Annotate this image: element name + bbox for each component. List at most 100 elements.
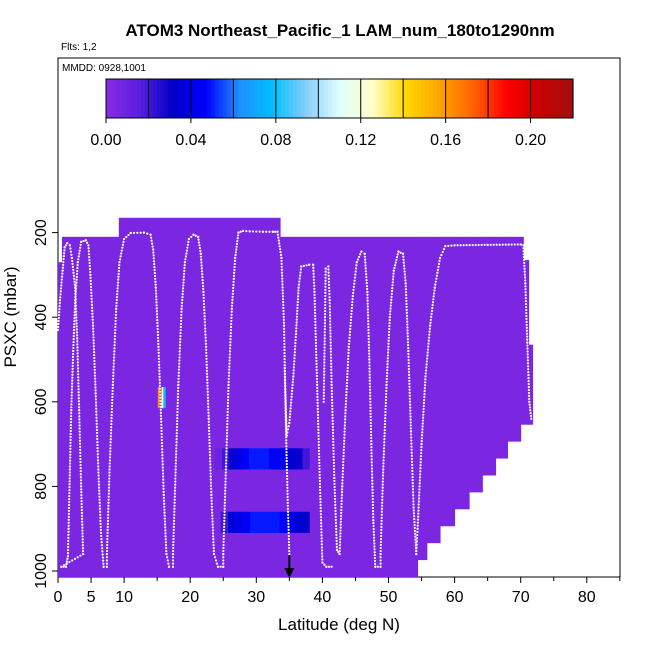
track-point xyxy=(173,510,176,513)
track-point xyxy=(527,371,530,374)
track-point xyxy=(283,358,286,361)
track-point xyxy=(281,274,284,277)
track-point xyxy=(164,526,167,529)
track-point xyxy=(223,510,226,513)
track-point xyxy=(286,483,289,487)
track-point xyxy=(71,376,74,379)
coverage-cell xyxy=(58,262,63,577)
track-point xyxy=(205,372,209,375)
colorbar-cell xyxy=(300,79,306,118)
track-point xyxy=(316,395,319,398)
track-point xyxy=(368,355,371,358)
track-point xyxy=(387,336,390,339)
track-point xyxy=(349,324,352,328)
track-point xyxy=(61,266,64,269)
track-point xyxy=(229,341,232,344)
track-point xyxy=(96,440,99,444)
track-point xyxy=(285,468,289,472)
track-point xyxy=(109,453,112,456)
track-point xyxy=(409,409,412,412)
track-point xyxy=(111,386,114,390)
track-point xyxy=(293,354,296,357)
track-point xyxy=(384,410,387,414)
track-point xyxy=(308,263,311,266)
track-point xyxy=(157,348,160,351)
track-point xyxy=(334,515,337,518)
track-point xyxy=(206,399,210,402)
track-point xyxy=(98,501,101,504)
track-point xyxy=(333,479,336,483)
track-point xyxy=(179,325,182,329)
track-point xyxy=(79,454,82,458)
track-point xyxy=(200,258,203,261)
track-point xyxy=(324,288,327,291)
track-point xyxy=(410,436,413,439)
track-point xyxy=(528,397,531,400)
track-point xyxy=(75,284,78,287)
track-point xyxy=(89,279,92,282)
track-point xyxy=(382,456,385,459)
track-point xyxy=(224,480,227,483)
track-point xyxy=(456,244,459,247)
colorbar-cell xyxy=(432,79,438,118)
track-point xyxy=(330,565,333,568)
x-tick-label: 20 xyxy=(181,589,199,606)
track-point xyxy=(527,391,531,395)
track-point xyxy=(370,455,373,458)
track-point xyxy=(285,465,288,469)
track-point xyxy=(204,336,207,339)
track-point xyxy=(230,307,233,310)
track-point xyxy=(197,241,201,244)
track-point xyxy=(160,432,163,436)
track-point xyxy=(380,516,383,519)
track-point xyxy=(174,471,177,474)
track-point xyxy=(329,341,332,344)
track-point xyxy=(159,396,162,399)
track-point xyxy=(323,328,326,331)
track-point xyxy=(407,370,411,373)
track-point xyxy=(397,250,400,253)
track-point xyxy=(158,372,161,375)
track-point xyxy=(274,230,277,233)
colorbar-cell xyxy=(397,79,403,118)
track-point xyxy=(67,509,71,513)
track-point xyxy=(224,468,227,471)
track-point xyxy=(101,556,104,559)
track-point xyxy=(528,403,531,406)
track-point xyxy=(91,309,94,312)
track-point xyxy=(382,462,385,465)
track-point xyxy=(340,502,343,506)
track-point xyxy=(76,264,79,267)
track-point xyxy=(313,284,316,287)
track-point xyxy=(172,543,175,547)
track-point xyxy=(340,508,343,512)
track-point xyxy=(89,276,92,279)
track-point xyxy=(111,398,114,402)
colorbar-tick-label: 0.16 xyxy=(430,132,461,149)
track-point xyxy=(525,311,528,315)
track-point xyxy=(288,418,291,422)
track-point xyxy=(120,249,123,252)
track-point xyxy=(287,531,290,535)
track-point xyxy=(172,540,175,544)
track-point xyxy=(224,465,228,468)
track-point xyxy=(405,314,409,317)
track-point xyxy=(222,537,225,541)
track-point xyxy=(97,483,101,486)
track-point xyxy=(209,469,212,472)
track-point xyxy=(159,390,162,393)
track-point xyxy=(346,375,349,379)
track-point xyxy=(102,559,105,562)
track-point xyxy=(70,385,74,388)
track-point xyxy=(222,552,225,556)
track-point xyxy=(530,417,533,420)
track-point xyxy=(322,388,326,391)
track-point xyxy=(420,449,423,452)
track-point xyxy=(179,322,183,326)
track-point xyxy=(390,298,393,301)
track-point xyxy=(110,420,113,423)
coverage-cell xyxy=(440,236,456,527)
track-point xyxy=(296,298,300,301)
track-point xyxy=(416,527,419,530)
